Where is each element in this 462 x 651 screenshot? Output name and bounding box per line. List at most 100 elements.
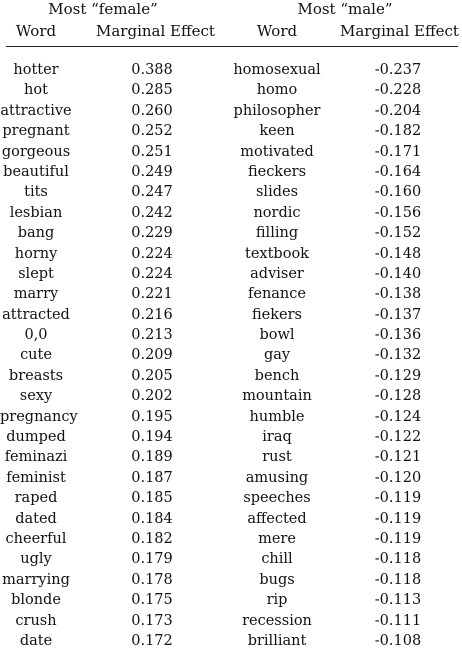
cell-effect-female: 0.202 — [131, 388, 173, 405]
cell-effect-male: -0.140 — [374, 265, 422, 282]
table-row: raped 0.185 speeches -0.119 — [0, 488, 462, 508]
cell-effect-male: -0.108 — [374, 632, 422, 649]
table-row: cute 0.209 gay -0.132 — [0, 345, 462, 365]
table-row: slept 0.224 adviser -0.140 — [0, 264, 462, 284]
table-row: dated 0.184 affected -0.119 — [0, 509, 462, 529]
cell-effect-female: 0.252 — [131, 123, 173, 140]
table-row: date 0.172 brilliant -0.108 — [0, 631, 462, 651]
table-row: dumped 0.194 iraq -0.122 — [0, 427, 462, 447]
cell-word-female: date — [19, 632, 53, 649]
column-header-word-male: Word — [256, 22, 298, 40]
cell-word-male: rip — [266, 592, 288, 609]
table-row: attracted 0.216 fiekers -0.137 — [0, 305, 462, 325]
table-row: feminazi 0.189 rust -0.121 — [0, 447, 462, 467]
cell-effect-male: -0.121 — [374, 449, 422, 466]
cell-effect-male: -0.119 — [374, 530, 422, 547]
table-row: marry 0.221 fenance -0.138 — [0, 284, 462, 304]
cell-word-female: raped — [14, 490, 58, 507]
cell-effect-female: 0.175 — [131, 592, 173, 609]
cell-word-male: homosexual — [233, 62, 321, 78]
cell-word-female: feminazi — [4, 449, 68, 466]
table-row: horny 0.224 textbook -0.148 — [0, 244, 462, 264]
cell-effect-female: 0.173 — [131, 612, 173, 629]
table-row: attractive 0.260 philosopher -0.204 — [0, 101, 462, 121]
cell-word-male: iraq — [262, 429, 292, 446]
cell-word-male: homo — [256, 82, 298, 99]
table-row: sexy 0.202 mountain -0.128 — [0, 386, 462, 406]
cell-word-female: lesbian — [9, 204, 63, 221]
cell-word-male: philosopher — [233, 102, 321, 119]
table-row: blonde 0.175 rip -0.113 — [0, 590, 462, 610]
table-row: tits 0.247 slides -0.160 — [0, 182, 462, 202]
cell-word-male: adviser — [250, 265, 304, 282]
cell-word-male: affected — [247, 510, 307, 527]
cell-effect-female: 0.221 — [131, 286, 173, 303]
cell-effect-male: -0.228 — [374, 82, 422, 99]
cell-effect-male: -0.160 — [374, 184, 422, 201]
table-row: pregnant 0.252 keen -0.182 — [0, 121, 462, 141]
cell-effect-female: 0.224 — [131, 245, 173, 262]
table-row: hotter 0.388 homosexual -0.237 — [0, 60, 462, 80]
table-row: pregnancy 0.195 humble -0.124 — [0, 407, 462, 427]
cell-word-female: breasts — [8, 367, 64, 384]
cell-word-female: hotter — [13, 62, 59, 78]
cell-word-female: blonde — [11, 592, 61, 609]
cell-word-female: sexy — [19, 388, 53, 405]
cell-effect-female: 0.209 — [131, 347, 173, 364]
cell-word-female: bang — [17, 225, 55, 242]
cell-word-female: gorgeous — [1, 143, 71, 160]
cell-word-male: brilliant — [247, 632, 307, 649]
cell-effect-male: -0.136 — [374, 327, 422, 344]
cell-effect-male: -0.124 — [374, 408, 422, 425]
cell-word-female: attracted — [2, 306, 70, 323]
cell-word-male: slides — [255, 184, 299, 201]
cell-effect-female: 0.185 — [131, 490, 173, 507]
cell-effect-female: 0.205 — [131, 367, 173, 384]
cell-effect-female: 0.179 — [131, 551, 173, 568]
cell-word-female: dumped — [6, 429, 66, 446]
group-header-male: Most “male” — [297, 0, 393, 18]
cell-word-female: 0,0 — [24, 327, 48, 344]
cell-effect-female: 0.249 — [131, 163, 173, 180]
cell-effect-female: 0.178 — [131, 571, 173, 588]
cell-word-male: textbook — [245, 245, 309, 262]
cell-effect-female: 0.260 — [131, 102, 173, 119]
cell-word-female: feminist — [6, 469, 66, 486]
cell-effect-male: -0.118 — [374, 551, 422, 568]
cell-effect-male: -0.152 — [374, 225, 422, 242]
column-header-effect-female: Marginal Effect — [96, 22, 215, 40]
cell-effect-female: 0.194 — [131, 429, 173, 446]
cell-effect-male: -0.120 — [374, 469, 422, 486]
cell-word-female: ugly — [20, 551, 52, 568]
cell-effect-female: 0.187 — [131, 469, 173, 486]
cell-effect-female: 0.251 — [131, 143, 173, 160]
cell-word-male: bowl — [259, 327, 295, 344]
cell-effect-male: -0.156 — [374, 204, 422, 221]
cell-effect-female: 0.184 — [131, 510, 173, 527]
table-row: crush 0.173 recession -0.111 — [0, 611, 462, 631]
cell-effect-female: 0.189 — [131, 449, 173, 466]
table-row: gorgeous 0.251 motivated -0.171 — [0, 142, 462, 162]
cell-effect-male: -0.138 — [374, 286, 422, 303]
table-row: 0,0 0.213 bowl -0.136 — [0, 325, 462, 345]
cell-effect-male: -0.137 — [374, 306, 422, 323]
cell-word-male: amusing — [245, 469, 309, 486]
cell-word-male: filling — [255, 225, 299, 242]
table-row: ugly 0.179 chill -0.118 — [0, 549, 462, 569]
cell-word-male: bugs — [259, 571, 295, 588]
cell-word-male: fenance — [248, 286, 306, 303]
cell-effect-female: 0.285 — [131, 82, 173, 99]
cell-effect-male: -0.113 — [374, 592, 422, 609]
cell-effect-female: 0.213 — [131, 327, 173, 344]
cell-effect-male: -0.171 — [374, 143, 422, 160]
cell-effect-female: 0.182 — [131, 530, 173, 547]
cell-effect-male: -0.237 — [374, 62, 422, 78]
cell-effect-female: 0.195 — [131, 408, 173, 425]
cell-effect-female: 0.224 — [131, 265, 173, 282]
cell-effect-female: 0.172 — [131, 632, 173, 649]
cell-effect-female: 0.388 — [131, 62, 173, 78]
table-row: breasts 0.205 bench -0.129 — [0, 366, 462, 386]
table-row: cheerful 0.182 mere -0.119 — [0, 529, 462, 549]
column-header-word-female: Word — [15, 22, 57, 40]
cell-effect-female: 0.247 — [131, 184, 173, 201]
